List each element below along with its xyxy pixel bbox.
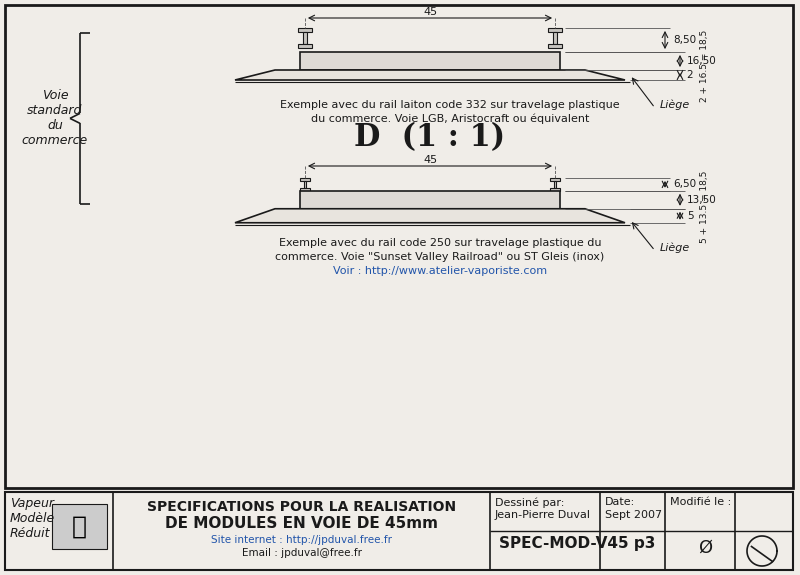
- Text: du commerce. Voie LGB, Aristocraft ou équivalent: du commerce. Voie LGB, Aristocraft ou éq…: [311, 114, 589, 125]
- Text: SPECIFICATIONS POUR LA REALISATION: SPECIFICATIONS POUR LA REALISATION: [147, 500, 456, 514]
- Text: Réduit: Réduit: [10, 527, 50, 540]
- Text: Ø: Ø: [698, 539, 712, 557]
- Text: commerce. Voie "Sunset Valley Railroad" ou ST Gleis (inox): commerce. Voie "Sunset Valley Railroad" …: [275, 252, 605, 262]
- Polygon shape: [303, 32, 307, 44]
- Text: D  (1 : 1): D (1 : 1): [354, 122, 506, 154]
- Text: Jean-Pierre Duval: Jean-Pierre Duval: [495, 510, 591, 520]
- Polygon shape: [298, 44, 312, 48]
- Bar: [52, 504, 107, 549]
- Bar: [5, 5, 793, 488]
- Text: 8,50: 8,50: [674, 35, 697, 45]
- Text: DE MODULES EN VOIE DE 45mm: DE MODULES EN VOIE DE 45mm: [165, 516, 438, 531]
- Text: Exemple avec du rail laiton code 332 sur travelage plastique: Exemple avec du rail laiton code 332 sur…: [280, 100, 620, 110]
- Polygon shape: [550, 188, 560, 191]
- Polygon shape: [550, 178, 560, 181]
- Polygon shape: [553, 32, 557, 44]
- Polygon shape: [300, 188, 310, 191]
- Text: 2 + 16.5 = 18,5: 2 + 16.5 = 18,5: [700, 30, 709, 102]
- Polygon shape: [300, 52, 560, 70]
- Text: 5 + 13.5 = 18,5: 5 + 13.5 = 18,5: [700, 171, 709, 243]
- Text: 2: 2: [686, 70, 694, 80]
- Polygon shape: [235, 209, 625, 223]
- Text: Dessiné par:: Dessiné par:: [495, 497, 564, 508]
- Text: 16,50: 16,50: [687, 56, 717, 66]
- Text: Vapeur: Vapeur: [10, 497, 54, 510]
- Text: Exemple avec du rail code 250 sur travelage plastique du: Exemple avec du rail code 250 sur travel…: [278, 237, 602, 248]
- Text: 🚂: 🚂: [71, 515, 86, 539]
- Text: Liège: Liège: [660, 99, 690, 110]
- Text: Site internet : http://jpduval.free.fr: Site internet : http://jpduval.free.fr: [211, 535, 392, 545]
- Polygon shape: [300, 191, 560, 209]
- Text: Voie
standard
du
commerce: Voie standard du commerce: [22, 89, 88, 147]
- Text: Email : jpduval@free.fr: Email : jpduval@free.fr: [242, 548, 362, 558]
- Text: Voir : http://www.atelier-vaporiste.com: Voir : http://www.atelier-vaporiste.com: [333, 266, 547, 276]
- Polygon shape: [548, 44, 562, 48]
- Text: 5: 5: [686, 211, 694, 221]
- Text: Modèle: Modèle: [10, 512, 55, 525]
- Text: Date:: Date:: [605, 497, 635, 507]
- Text: Liège: Liège: [660, 243, 690, 253]
- Text: SPEC-MOD-V45 p3: SPEC-MOD-V45 p3: [499, 536, 656, 551]
- Bar: [5, 492, 793, 570]
- Polygon shape: [554, 181, 556, 188]
- Polygon shape: [298, 28, 312, 32]
- Polygon shape: [548, 28, 562, 32]
- Polygon shape: [304, 181, 306, 188]
- Text: 13,50: 13,50: [687, 195, 717, 205]
- Polygon shape: [300, 178, 310, 181]
- Polygon shape: [235, 70, 625, 80]
- Text: 45: 45: [423, 155, 437, 165]
- Text: 6,50: 6,50: [674, 179, 697, 189]
- Text: Modifié le :: Modifié le :: [670, 497, 731, 507]
- Text: Sept 2007: Sept 2007: [605, 510, 662, 520]
- Text: 45: 45: [423, 7, 437, 17]
